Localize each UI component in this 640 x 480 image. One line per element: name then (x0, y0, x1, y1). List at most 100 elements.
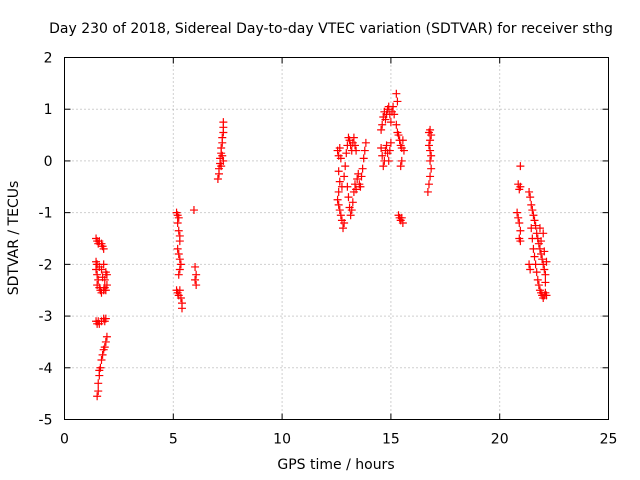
x-axis-tick-labels: 0 5 10 15 20 25 (60, 432, 617, 448)
data-point (173, 218, 182, 227)
data-point (98, 350, 107, 359)
data-point (397, 213, 406, 222)
data-point (349, 133, 358, 142)
data-point (527, 200, 536, 209)
data-point (173, 244, 182, 253)
data-point (347, 206, 356, 215)
data-point (382, 141, 391, 150)
data-point (528, 234, 537, 243)
data-point (537, 237, 546, 246)
y-tick-label: -1 (39, 206, 53, 222)
data-point (344, 193, 353, 202)
plot-frame (64, 57, 609, 420)
y-tick-label: 2 (44, 51, 53, 67)
data-point (99, 260, 108, 269)
data-point (540, 247, 549, 256)
data-point (102, 281, 111, 290)
data-point (101, 314, 110, 323)
data-point (339, 224, 348, 233)
x-axis-label: GPS time / hours (277, 457, 394, 473)
data-point (525, 187, 534, 196)
y-axis-label: SDTVAR / TECUs (6, 181, 22, 296)
data-point (97, 356, 106, 365)
data-point (392, 120, 401, 129)
data-point (218, 133, 227, 142)
data-point (102, 332, 111, 341)
data-point (541, 270, 550, 279)
data-point (100, 343, 109, 352)
data-point (343, 182, 352, 191)
data-point (514, 213, 523, 222)
data-point (399, 146, 408, 155)
data-point (515, 218, 524, 227)
data-point (534, 281, 543, 290)
data-point (426, 125, 435, 134)
data-point (191, 262, 200, 271)
data-point (217, 162, 226, 171)
data-point (516, 237, 525, 246)
data-point (174, 226, 183, 235)
data-point (389, 102, 398, 111)
data-point (423, 187, 432, 196)
data-point (174, 213, 183, 222)
data-point (526, 265, 535, 274)
y-tick-label: -2 (39, 257, 53, 273)
data-point (529, 244, 538, 253)
data-point (358, 164, 367, 173)
data-point (357, 172, 366, 181)
data-point (334, 187, 343, 196)
data-point (178, 304, 187, 313)
data-point (342, 149, 351, 158)
data-point (99, 244, 108, 253)
data-point (516, 226, 525, 235)
data-point (192, 270, 201, 279)
data-point (516, 162, 525, 171)
data-point (175, 255, 184, 264)
data-point (528, 206, 537, 215)
data-point (424, 180, 433, 189)
data-point (340, 218, 349, 227)
data-point (175, 237, 184, 246)
data-point (398, 218, 407, 227)
axis-ticks (64, 57, 609, 420)
data-point (94, 379, 103, 388)
data-point (334, 167, 343, 176)
data-point (218, 151, 227, 160)
data-point (174, 250, 183, 259)
data-point (379, 162, 388, 171)
data-point (516, 182, 525, 191)
data-point (535, 224, 544, 233)
data-point (397, 156, 406, 165)
data-point (396, 162, 405, 171)
data-point (384, 156, 393, 165)
data-point (353, 175, 362, 184)
data-point (176, 293, 185, 302)
data-point (426, 156, 435, 165)
data-point (359, 154, 368, 163)
data-point (530, 216, 539, 225)
data-point (101, 337, 110, 346)
data-point (394, 131, 403, 140)
data-point (532, 268, 541, 277)
data-point (525, 260, 534, 269)
data-point (540, 265, 549, 274)
data-point (219, 118, 228, 127)
data-point (427, 131, 436, 140)
data-point (427, 164, 436, 173)
data-point (377, 125, 386, 134)
data-point (427, 151, 436, 160)
data-point (346, 211, 355, 220)
data-point (426, 136, 435, 145)
data-point (426, 172, 435, 181)
data-point (336, 154, 345, 163)
x-tick-label: 0 (60, 432, 69, 448)
data-point (335, 206, 344, 215)
data-point (527, 224, 536, 233)
data-point (530, 252, 539, 261)
data-point (386, 118, 395, 127)
x-tick-label: 20 (491, 432, 509, 448)
data-point (191, 275, 200, 284)
data-point (531, 221, 540, 230)
data-points (92, 89, 551, 401)
